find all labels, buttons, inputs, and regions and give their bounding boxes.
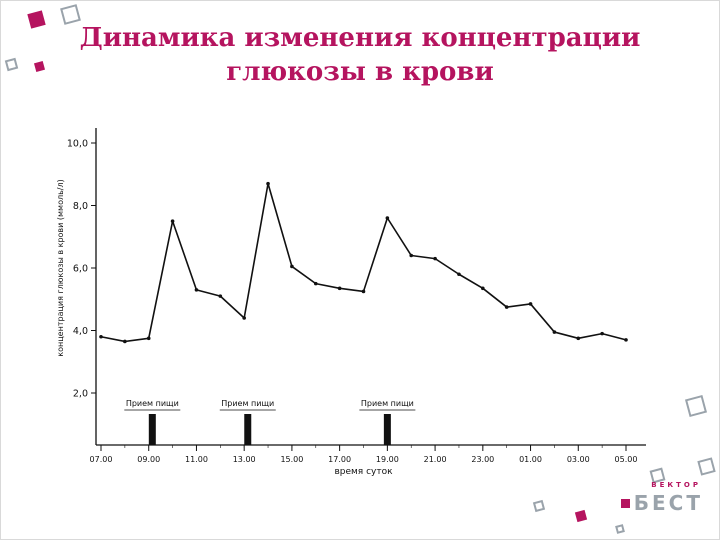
glucose-line-chart-svg: 2,0 4,0 6,0 8,0 10,0 07.00 09.00 11.00 13.00 15.0…: [56, 128, 646, 477]
svg-text:13.00: 13.00: [233, 455, 256, 464]
svg-text:2,0: 2,0: [73, 389, 88, 400]
svg-text:Прием пищи: Прием пищи: [126, 399, 179, 408]
svg-text:8,0: 8,0: [73, 201, 88, 212]
decorative-square: [532, 499, 546, 513]
svg-text:Прием пищи: Прием пищи: [361, 399, 414, 408]
svg-text:11.00: 11.00: [185, 455, 208, 464]
svg-text:01.00: 01.00: [519, 455, 542, 464]
decorative-square: [574, 509, 588, 523]
decorative-square: [697, 457, 716, 476]
decorative-square: [615, 524, 625, 534]
svg-text:4,0: 4,0: [73, 326, 88, 337]
glucose-chart: 2,0 4,0 6,0 8,0 10,0 07.00 09.00 11.00 13.00 15.0…: [51, 113, 651, 481]
slide-title-line2: глюкозы в крови: [226, 57, 494, 87]
svg-text:09.00: 09.00: [137, 455, 160, 464]
svg-text:10,0: 10,0: [67, 139, 88, 150]
svg-text:концентрация глюкозы в крови (: концентрация глюкозы в крови (ммоль/л): [56, 179, 65, 356]
svg-text:21.00: 21.00: [424, 455, 447, 464]
slide-title-line1: Динамика изменения концентрации: [79, 23, 641, 53]
logo-vektor-text: ВЕКТОР: [651, 481, 701, 489]
vector-best-logo: ВЕКТОР БЕСТ: [620, 481, 703, 515]
svg-text:07.00: 07.00: [90, 455, 113, 464]
svg-text:17.00: 17.00: [328, 455, 351, 464]
svg-text:15.00: 15.00: [280, 455, 303, 464]
logo-square-icon: [620, 498, 630, 508]
svg-text:время суток: время суток: [334, 467, 393, 477]
svg-text:03.00: 03.00: [567, 455, 590, 464]
svg-text:19.00: 19.00: [376, 455, 399, 464]
decorative-square: [684, 394, 708, 418]
svg-text:23.00: 23.00: [471, 455, 494, 464]
svg-text:6,0: 6,0: [73, 264, 88, 275]
svg-text:Прием пищи: Прием пищи: [221, 399, 274, 408]
logo-best-text: БЕСТ: [633, 491, 703, 515]
slide-title: Динамика изменения концентрации глюкозы …: [1, 21, 719, 89]
svg-text:05.00: 05.00: [615, 455, 638, 464]
